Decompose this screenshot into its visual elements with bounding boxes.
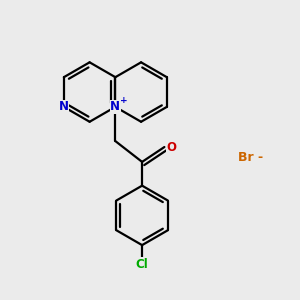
Text: N: N — [59, 100, 69, 113]
Text: N: N — [110, 100, 120, 113]
Text: Br -: Br - — [238, 151, 264, 164]
Text: O: O — [167, 140, 177, 154]
Text: +: + — [120, 96, 127, 105]
Text: Cl: Cl — [136, 258, 148, 271]
